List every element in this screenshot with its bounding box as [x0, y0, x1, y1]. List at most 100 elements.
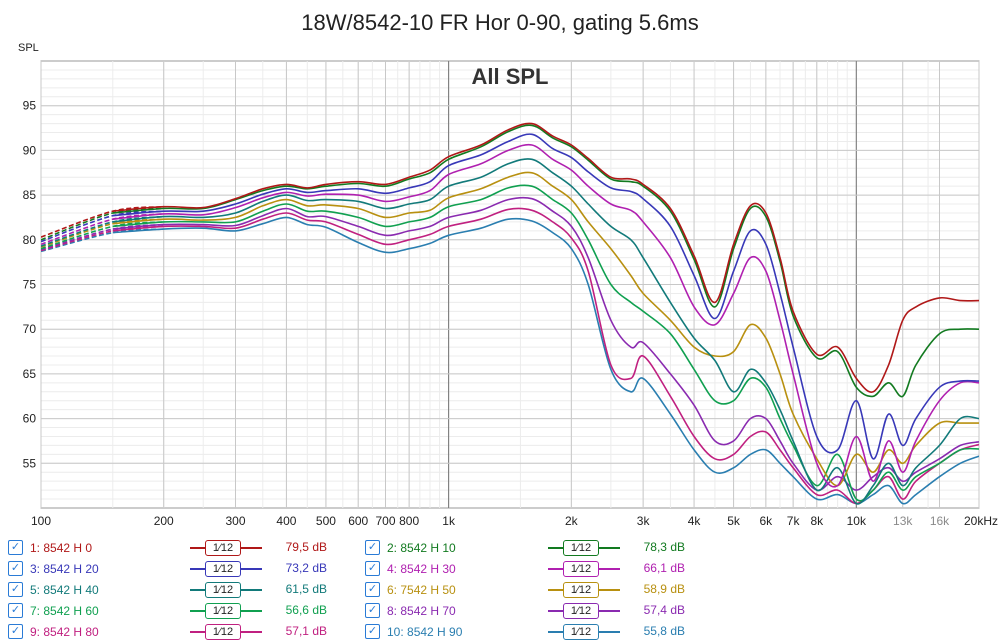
smoothing-label: 1⁄12: [563, 561, 599, 577]
x-tick-label: 8k: [810, 514, 824, 528]
x-tick-label: 100: [31, 514, 51, 528]
x-tick-label: 800: [399, 514, 419, 528]
series-visibility-checkbox[interactable]: ✓: [365, 561, 380, 576]
series-8-8542-h-70: [41, 196, 979, 491]
x-tick-label: 13k: [893, 514, 913, 528]
series-visibility-checkbox[interactable]: ✓: [8, 540, 23, 555]
smoothing-selector[interactable]: 1⁄12: [190, 624, 262, 640]
x-tick-label: 500: [316, 514, 336, 528]
series-line: [112, 196, 979, 491]
series-layer: [41, 122, 979, 505]
legend-row: ✓ 3: 8542 H 20 1⁄12 73,2 dB ✓ 4: 8542 H 30 1⁄1…: [0, 559, 1000, 580]
x-tick-label: 700: [375, 514, 395, 528]
series-10-8542-h-90: [41, 216, 979, 505]
x-tick-label: 2k: [565, 514, 579, 528]
smoothing-label: 1⁄12: [205, 561, 241, 577]
series-visibility-checkbox[interactable]: ✓: [8, 624, 23, 639]
series-level-value: 78,3 dB: [643, 540, 685, 554]
legend-item: ✓ 6: 7542 H 50: [365, 582, 456, 597]
legend-series-name: 4: 8542 H 30: [387, 561, 456, 576]
y-tick-label: 95: [23, 99, 37, 113]
series-line: [112, 158, 979, 505]
series-line: [112, 133, 979, 460]
series-visibility-checkbox[interactable]: ✓: [8, 582, 23, 597]
legend-item: ✓ 8: 8542 H 70: [365, 603, 456, 618]
smoothing-label: 1⁄12: [563, 540, 599, 556]
legend-item: ✓ 10: 8542 H 90: [365, 624, 462, 639]
legend-row: ✓ 5: 8542 H 40 1⁄12 61,5 dB ✓ 6: 7542 H 50 1⁄1…: [0, 580, 1000, 601]
series-level-value: 55,8 dB: [643, 624, 685, 638]
series-1-8542-h-0: [41, 122, 979, 393]
smoothing-label: 1⁄12: [205, 582, 241, 598]
smoothing-selector[interactable]: 1⁄12: [190, 561, 262, 577]
series-visibility-checkbox[interactable]: ✓: [365, 582, 380, 597]
y-tick-label: 55: [23, 456, 37, 470]
legend-series-name: 9: 8542 H 80: [30, 624, 99, 639]
smoothing-selector[interactable]: 1⁄12: [190, 603, 262, 619]
x-tick-label: 4k: [688, 514, 702, 528]
legend-series-name: 1: 8542 H 0: [30, 540, 93, 555]
x-tick-label: 400: [276, 514, 296, 528]
series-3-8542-h-20: [41, 133, 979, 460]
x-tick-label: 5k: [727, 514, 741, 528]
series-visibility-checkbox[interactable]: ✓: [365, 540, 380, 555]
legend-item: ✓ 2: 8542 H 10: [365, 540, 456, 555]
smoothing-selector[interactable]: 1⁄12: [548, 540, 620, 556]
series-visibility-checkbox[interactable]: ✓: [8, 561, 23, 576]
legend-item: ✓ 5: 8542 H 40: [8, 582, 99, 597]
legend: ✓ 1: 8542 H 0 1⁄12 79,5 dB ✓ 2: 8542 H 10 1⁄12…: [0, 538, 1000, 644]
series-level-value: 57,4 dB: [643, 603, 685, 617]
x-tick-label: 200: [154, 514, 174, 528]
series-line: [112, 216, 979, 505]
y-tick-label: 80: [23, 233, 37, 247]
smoothing-selector[interactable]: 1⁄12: [548, 624, 620, 640]
x-tick-label: 10k: [847, 514, 867, 528]
x-tick-labels: 100 200 300 400 500 600 700 800 1k 2k 3k 4k 5k 6k 7k 8k…: [31, 514, 998, 528]
smoothing-selector[interactable]: 1⁄12: [190, 582, 262, 598]
y-tick-label: 60: [23, 412, 37, 426]
legend-series-name: 7: 8542 H 60: [30, 603, 99, 618]
series-6-7542-h-50: [41, 171, 979, 487]
chart-subtitle: All SPL: [471, 64, 548, 89]
y-axis-label: SPL: [18, 42, 39, 54]
y-tick-label: 90: [23, 143, 37, 157]
smoothing-selector[interactable]: 1⁄12: [548, 582, 620, 598]
series-visibility-checkbox[interactable]: ✓: [365, 624, 380, 639]
legend-row: ✓ 1: 8542 H 0 1⁄12 79,5 dB ✓ 2: 8542 H 10 1⁄12…: [0, 538, 1000, 559]
x-tick-label: 300: [225, 514, 245, 528]
smoothing-label: 1⁄12: [563, 582, 599, 598]
legend-item: ✓ 4: 8542 H 30: [365, 561, 456, 576]
smoothing-label: 1⁄12: [205, 624, 241, 640]
series-line: [112, 143, 979, 488]
x-tick-label: 1k: [442, 514, 456, 528]
series-level-value: 56,6 dB: [285, 603, 327, 617]
legend-series-name: 10: 8542 H 90: [387, 624, 463, 639]
y-tick-label: 70: [23, 322, 37, 336]
x-tick-label: 16k: [930, 514, 950, 528]
y-tick-label: 75: [23, 278, 37, 292]
series-line: [112, 122, 979, 393]
x-tick-label: 6k: [760, 514, 774, 528]
legend-series-name: 3: 8542 H 20: [30, 561, 99, 576]
legend-row: ✓ 9: 8542 H 80 1⁄12 57,1 dB ✓ 10: 8542 H 90 1⁄…: [0, 622, 1000, 643]
smoothing-selector[interactable]: 1⁄12: [548, 603, 620, 619]
series-2-8542-h-10: [41, 124, 979, 398]
smoothing-label: 1⁄12: [563, 603, 599, 619]
legend-series-name: 5: 8542 H 40: [30, 582, 99, 597]
series-level-value: 61,5 dB: [285, 582, 327, 596]
y-tick-label: 85: [23, 188, 37, 202]
series-line: [112, 124, 979, 398]
legend-series-name: 6: 7542 H 50: [387, 582, 456, 597]
series-level-value: 58,9 dB: [643, 582, 685, 596]
series-visibility-checkbox[interactable]: ✓: [365, 603, 380, 618]
y-tick-label: 65: [23, 367, 37, 381]
smoothing-selector[interactable]: 1⁄12: [548, 561, 620, 577]
smoothing-selector[interactable]: 1⁄12: [190, 540, 262, 556]
smoothing-label: 1⁄12: [563, 624, 599, 640]
series-level-value: 66,1 dB: [643, 561, 685, 575]
series-level-value: 79,5 dB: [285, 540, 327, 554]
series-4-8542-h-30: [41, 143, 979, 488]
x-tick-label: 20kHz: [964, 514, 998, 528]
chart-title: 18W/8542-10 FR Hor 0-90, gating 5.6ms: [301, 10, 698, 35]
series-visibility-checkbox[interactable]: ✓: [8, 603, 23, 618]
